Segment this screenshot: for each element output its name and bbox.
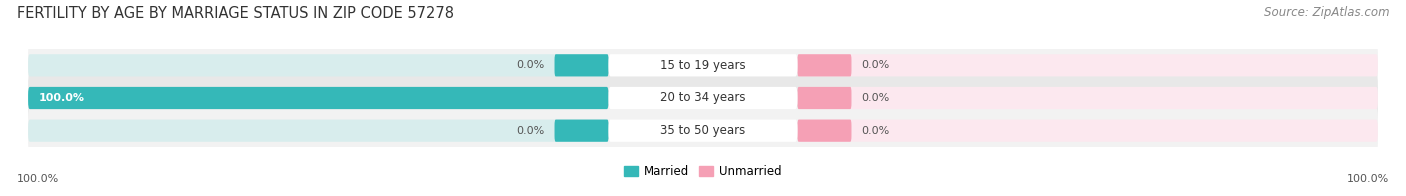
FancyBboxPatch shape (554, 54, 609, 76)
FancyBboxPatch shape (797, 54, 1378, 76)
FancyBboxPatch shape (28, 120, 609, 142)
FancyBboxPatch shape (554, 120, 609, 142)
Text: 0.0%: 0.0% (516, 60, 544, 70)
FancyBboxPatch shape (28, 54, 609, 76)
FancyBboxPatch shape (797, 54, 852, 76)
FancyBboxPatch shape (609, 87, 797, 109)
FancyBboxPatch shape (797, 120, 852, 142)
FancyBboxPatch shape (28, 87, 609, 109)
Text: Source: ZipAtlas.com: Source: ZipAtlas.com (1264, 6, 1389, 19)
Text: 100.0%: 100.0% (17, 174, 59, 184)
Text: 0.0%: 0.0% (862, 93, 890, 103)
Text: 15 to 19 years: 15 to 19 years (661, 59, 745, 72)
Text: 20 to 34 years: 20 to 34 years (661, 92, 745, 104)
Text: FERTILITY BY AGE BY MARRIAGE STATUS IN ZIP CODE 57278: FERTILITY BY AGE BY MARRIAGE STATUS IN Z… (17, 6, 454, 21)
FancyBboxPatch shape (28, 42, 1378, 89)
FancyBboxPatch shape (609, 54, 797, 76)
Text: 0.0%: 0.0% (862, 126, 890, 136)
FancyBboxPatch shape (797, 87, 852, 109)
FancyBboxPatch shape (28, 75, 1378, 121)
FancyBboxPatch shape (797, 120, 1378, 142)
FancyBboxPatch shape (28, 87, 609, 109)
Text: 100.0%: 100.0% (38, 93, 84, 103)
Legend: Married, Unmarried: Married, Unmarried (624, 165, 782, 178)
FancyBboxPatch shape (28, 107, 1378, 154)
Text: 35 to 50 years: 35 to 50 years (661, 124, 745, 137)
Text: 0.0%: 0.0% (516, 126, 544, 136)
FancyBboxPatch shape (797, 87, 1378, 109)
Text: 100.0%: 100.0% (1347, 174, 1389, 184)
Text: 0.0%: 0.0% (862, 60, 890, 70)
FancyBboxPatch shape (609, 120, 797, 142)
